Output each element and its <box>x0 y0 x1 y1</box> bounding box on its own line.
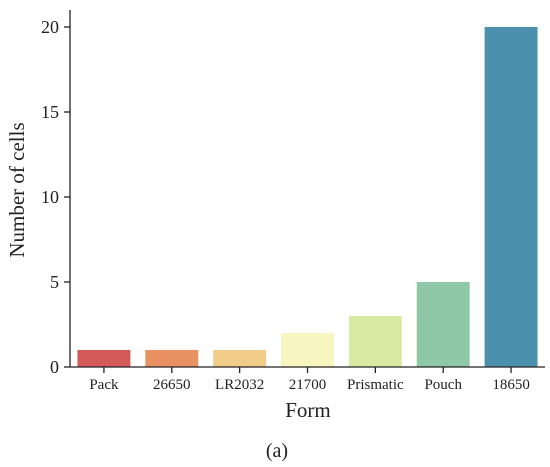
bars-group <box>77 27 538 367</box>
bar-lr2032 <box>213 350 267 367</box>
x-tick-label: 26650 <box>153 377 191 393</box>
bar-pouch <box>416 282 470 367</box>
x-tick-label: 21700 <box>289 377 327 393</box>
y-tick-label: 10 <box>41 187 59 207</box>
x-tick-label: LR2032 <box>215 377 264 393</box>
bar-pack <box>77 350 131 367</box>
bar-prismatic <box>348 316 402 367</box>
x-tick-label: Prismatic <box>347 377 404 393</box>
y-ticks-group: 0 5 10 15 20 <box>41 17 70 377</box>
y-tick-label: 0 <box>50 357 59 377</box>
bar-18650 <box>484 27 538 367</box>
x-tick-label: Pack <box>89 377 119 393</box>
figure-caption: (a) <box>266 440 288 462</box>
bar-26650 <box>145 350 199 367</box>
x-axis-title: Form <box>285 398 331 422</box>
y-tick-label: 5 <box>50 272 59 292</box>
y-tick-label: 20 <box>41 17 59 37</box>
x-tick-label: Pouch <box>424 377 462 393</box>
y-tick-label: 15 <box>41 102 59 122</box>
x-tick-label: 18650 <box>492 377 530 393</box>
bar-21700 <box>281 333 334 367</box>
y-axis-title: Number of cells <box>5 122 29 257</box>
x-ticks-group: Pack 26650 LR2032 21700 Prismatic Pouch 18650 <box>89 367 530 393</box>
